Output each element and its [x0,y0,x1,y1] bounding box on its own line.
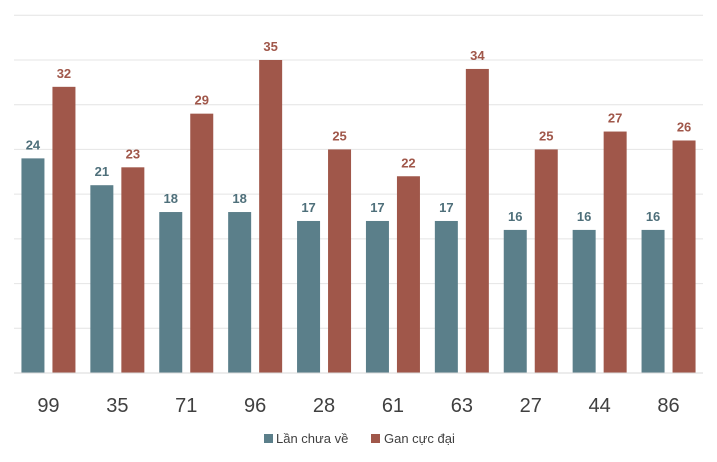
bars [21,60,696,374]
legend: Lần chưa về Gan cực đại [264,431,455,446]
bar-gan-cuc-dai-28 [328,149,352,373]
x-tick-label-61: 61 [382,395,404,417]
bar-gan-cuc-dai-44 [603,131,627,373]
x-tick-label-96: 96 [244,395,266,417]
data-label-gan-cuc-dai-99: 32 [57,66,71,81]
bar-gan-cuc-dai-35 [121,167,145,373]
data-label-gan-cuc-dai-61: 22 [401,155,415,170]
x-tick-label-35: 35 [106,395,128,417]
data-label-gan-cuc-dai-44: 27 [608,111,622,126]
bar-lan-chua-ve-63 [434,220,458,373]
legend-label-lan-chua-ve: Lần chưa về [276,431,348,446]
bar-gan-cuc-dai-27 [534,149,558,373]
bar-lan-chua-ve-96 [228,212,252,373]
bar-gan-cuc-dai-61 [396,176,420,373]
data-label-lan-chua-ve-96: 18 [232,191,246,206]
data-label-gan-cuc-dai-96: 35 [263,39,277,54]
bar-lan-chua-ve-44 [572,229,596,373]
bar-gan-cuc-dai-71 [190,113,214,374]
x-tick-label-28: 28 [313,395,335,417]
x-tick-labels: 99 35 71 96 28 61 63 27 44 86 [37,395,679,417]
data-label-gan-cuc-dai-71: 29 [195,93,209,108]
data-labels: 24 32 21 23 18 29 18 35 17 25 17 22 17 34 16 25 16 27 16 26 [26,39,692,224]
bar-lan-chua-ve-35 [90,185,114,373]
data-label-lan-chua-ve-35: 21 [95,164,109,179]
data-label-lan-chua-ve-63: 17 [439,200,453,215]
data-label-lan-chua-ve-44: 16 [577,209,591,224]
data-label-gan-cuc-dai-27: 25 [539,128,553,143]
data-label-lan-chua-ve-71: 18 [164,191,178,206]
bar-lan-chua-ve-61 [365,220,389,373]
legend-swatch-lan-chua-ve [264,434,273,443]
data-label-lan-chua-ve-27: 16 [508,209,522,224]
x-tick-label-71: 71 [175,395,197,417]
bar-gan-cuc-dai-63 [465,68,489,373]
x-tick-label-99: 99 [37,395,59,417]
bar-gan-cuc-dai-96 [259,60,283,373]
x-tick-label-86: 86 [657,395,679,417]
legend-swatch-gan-cuc-dai [371,434,380,443]
bar-lan-chua-ve-27 [503,229,527,373]
x-tick-label-63: 63 [451,395,473,417]
data-label-gan-cuc-dai-28: 25 [332,128,346,143]
x-tick-label-27: 27 [520,395,542,417]
data-label-gan-cuc-dai-86: 26 [677,119,691,134]
data-label-lan-chua-ve-28: 17 [301,200,315,215]
bar-gan-cuc-dai-99 [52,86,76,373]
bar-gan-cuc-dai-86 [672,140,696,373]
data-label-gan-cuc-dai-35: 23 [126,146,140,161]
data-label-lan-chua-ve-86: 16 [646,209,660,224]
bar-lan-chua-ve-71 [159,212,183,373]
legend-label-gan-cuc-dai: Gan cực đại [384,431,455,446]
bar-lan-chua-ve-99 [21,158,45,373]
data-label-gan-cuc-dai-63: 34 [470,48,485,63]
x-tick-label-44: 44 [589,395,611,417]
bar-lan-chua-ve-28 [297,220,321,373]
data-label-lan-chua-ve-99: 24 [26,137,41,152]
data-label-lan-chua-ve-61: 17 [370,200,384,215]
bar-lan-chua-ve-86 [641,229,665,373]
gridlines [14,14,703,329]
